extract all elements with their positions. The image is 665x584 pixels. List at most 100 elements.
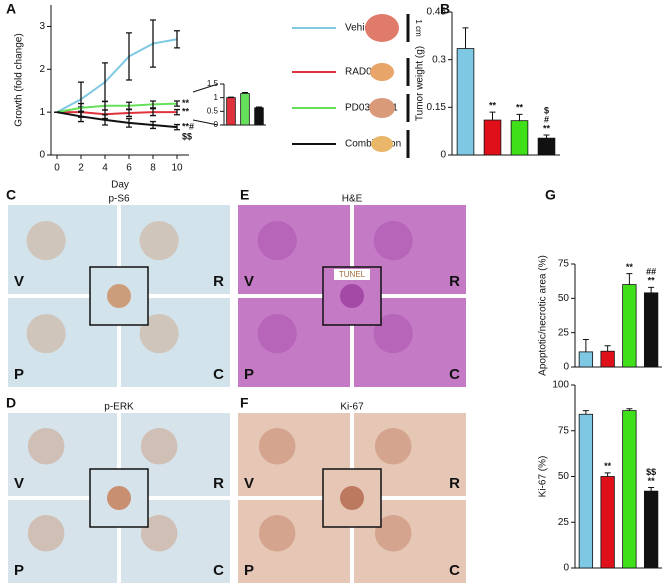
micrograph-title: p-ERK: [104, 402, 134, 413]
series-line: [56, 111, 178, 129]
quadrant-label: C: [449, 562, 460, 579]
inset-label: TUNEL: [339, 270, 366, 279]
error-bar: [228, 96, 234, 98]
error-bar: [174, 30, 180, 49]
y-axis-label: Apoptotic/necrotic area (%): [538, 255, 549, 376]
y-tick-label: 0.5: [207, 106, 219, 115]
significance-label: **: [604, 461, 612, 471]
error-bar: [102, 100, 108, 111]
y-axis-label: Growth (fold change): [14, 33, 25, 126]
quadrant-label: R: [449, 475, 460, 492]
bar: [622, 410, 637, 569]
stain-patch: [140, 427, 178, 465]
inset-label-box: [334, 269, 370, 280]
tumor-photo: [369, 98, 395, 118]
significance-label: #: [544, 114, 549, 124]
quadrant-label: P: [14, 366, 24, 383]
error-bar: [604, 472, 611, 477]
stain-patch: [27, 427, 65, 465]
x-tick-label: 0: [54, 163, 60, 174]
error-bar: [516, 113, 523, 121]
micrograph-title: H&E: [342, 194, 363, 205]
significance-label: **: [648, 476, 656, 486]
bar: [578, 351, 594, 368]
panel-letter: A: [6, 1, 16, 17]
stain-patch: [373, 221, 413, 261]
x-tick-label: 10: [171, 163, 183, 174]
y-tick-label: 75: [558, 425, 570, 436]
significance-label: **: [182, 107, 190, 117]
y-tick-label: 0.15: [427, 102, 447, 113]
significance-label: **: [648, 276, 656, 286]
y-tick-label: 1: [39, 107, 45, 118]
significance-label: $$: [182, 132, 192, 142]
bar: [643, 292, 659, 368]
bar: [600, 476, 615, 569]
connector: [192, 83, 219, 126]
quadrant-label: V: [14, 273, 24, 290]
zoom-cell: [340, 284, 364, 308]
tumor-photo: [370, 63, 394, 81]
stain-patch: [26, 314, 66, 354]
bar: [510, 120, 529, 156]
stain-patch: [139, 314, 179, 354]
y-tick-label: 0: [214, 120, 219, 129]
series-line: [56, 38, 178, 114]
error-bar: [543, 134, 550, 139]
stain-patch: [374, 514, 412, 552]
error-bar: [126, 32, 132, 81]
quadrant-label: V: [244, 475, 254, 492]
stain-patch: [374, 427, 412, 465]
y-tick-label: 1.5: [207, 79, 219, 88]
x-tick-label: 4: [102, 163, 108, 174]
significance-label: **: [543, 123, 551, 133]
error-bar: [648, 286, 655, 293]
panel-letter: E: [240, 187, 249, 203]
error-bar: [626, 408, 633, 411]
significance-label: **: [182, 98, 190, 108]
y-axis-label: Ki-67 (%): [538, 456, 549, 498]
significance-label: $$: [646, 467, 656, 477]
bar: [226, 97, 236, 126]
error-bar: [489, 111, 496, 121]
bar: [578, 413, 594, 569]
y-tick-label: 75: [558, 259, 570, 270]
y-tick-label: 100: [552, 380, 569, 391]
bar: [483, 119, 502, 156]
bar: [456, 48, 475, 156]
tumor-photo: [365, 14, 399, 42]
quadrant-label: V: [14, 475, 24, 492]
y-tick-label: 0: [440, 150, 446, 161]
bar: [643, 490, 659, 569]
micrograph-title: p-S6: [108, 194, 130, 205]
error-bar: [174, 108, 180, 116]
y-tick-label: 25: [558, 517, 570, 528]
significance-label: **: [516, 103, 524, 113]
zoom-cell: [107, 486, 131, 510]
error-bar: [174, 123, 180, 131]
y-tick-label: 50: [558, 471, 570, 482]
panel-letter: C: [6, 187, 16, 203]
stain-patch: [140, 514, 178, 552]
quadrant-label: R: [449, 273, 460, 290]
stain-patch: [139, 221, 179, 261]
bar: [600, 350, 615, 368]
error-bar: [626, 273, 633, 285]
significance-label: $: [544, 105, 549, 115]
x-axis-label: Day: [111, 180, 129, 191]
scale-label: 1 cm: [414, 19, 423, 37]
error-bar: [150, 100, 156, 109]
x-tick-label: 2: [78, 163, 84, 174]
error-bar: [126, 117, 132, 128]
tumor-photo: [371, 136, 393, 152]
bar: [254, 107, 264, 126]
y-tick-label: 0.3: [432, 54, 446, 65]
y-tick-label: 0: [39, 150, 45, 161]
quadrant-label: P: [244, 562, 254, 579]
legend-label: RAD001: [345, 67, 383, 78]
error-bar: [648, 486, 655, 492]
error-bar: [604, 345, 611, 352]
stain-patch: [257, 314, 297, 354]
